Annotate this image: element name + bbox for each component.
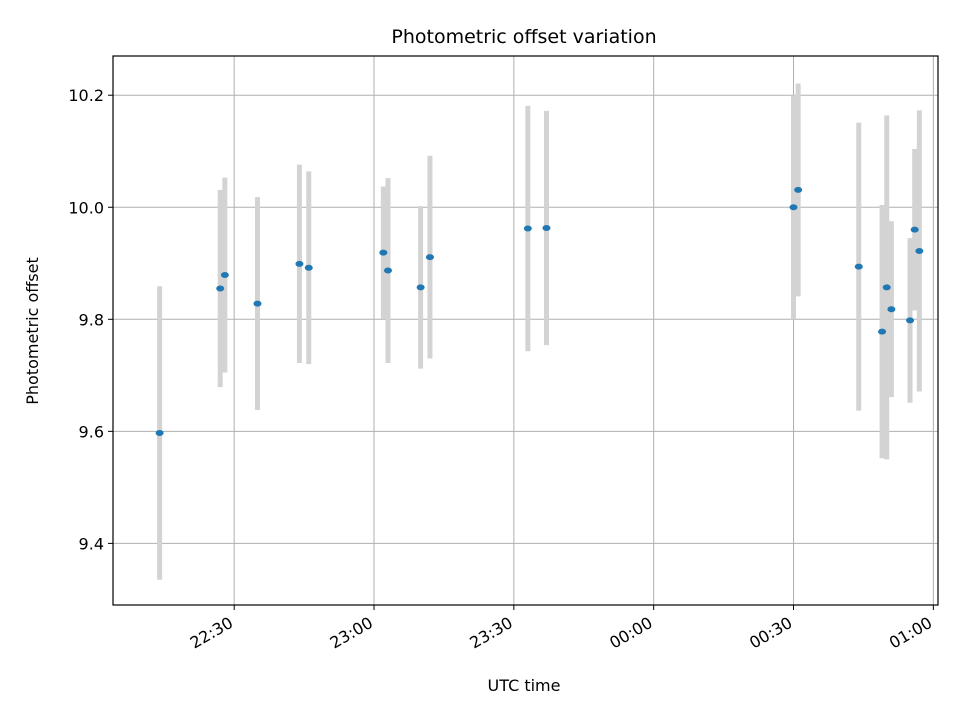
data-point (304, 264, 313, 271)
data-point (155, 430, 164, 437)
y-axis-title: Photometric offset (23, 257, 42, 405)
data-point (542, 224, 551, 231)
data-point (854, 263, 863, 270)
x-tick-label: 00:30 (746, 613, 795, 653)
y-axis: 9.4 9.6 9.8 10.0 10.2 (68, 86, 113, 553)
y-tick-label: 10.2 (68, 86, 104, 105)
data-point (295, 260, 304, 267)
x-tick-label: 23:30 (466, 613, 515, 653)
y-tick-label: 9.8 (79, 310, 104, 329)
data-point (523, 225, 532, 232)
error-bars (157, 83, 922, 580)
x-axis: 22:30 23:00 23:30 00:00 00:30 01:00 (187, 605, 935, 653)
data-point (794, 186, 803, 193)
data-point (425, 254, 434, 261)
x-axis-title: UTC time (488, 676, 561, 695)
data-point (878, 328, 887, 335)
data-point (915, 247, 924, 254)
data-point (887, 306, 896, 313)
chart-title: Photometric offset variation (391, 26, 656, 48)
data-point (384, 267, 392, 274)
data-point (910, 226, 919, 233)
data-point (882, 284, 891, 291)
y-tick-label: 10.0 (68, 198, 104, 217)
x-tick-label: 23:00 (327, 613, 376, 653)
plot-frame (112, 55, 939, 606)
data-point (379, 249, 388, 256)
data-point (906, 317, 915, 324)
data-point (220, 272, 229, 279)
data-point (253, 300, 262, 307)
x-tick-label: 22:30 (187, 613, 236, 653)
data-point (416, 284, 425, 291)
data-points (155, 186, 924, 437)
y-tick-label: 9.4 (79, 534, 104, 553)
x-tick-label: 00:00 (606, 613, 655, 653)
data-point (789, 204, 798, 211)
y-tick-label: 9.6 (79, 422, 104, 441)
x-tick-label: 01:00 (886, 613, 935, 653)
data-point (216, 285, 225, 292)
